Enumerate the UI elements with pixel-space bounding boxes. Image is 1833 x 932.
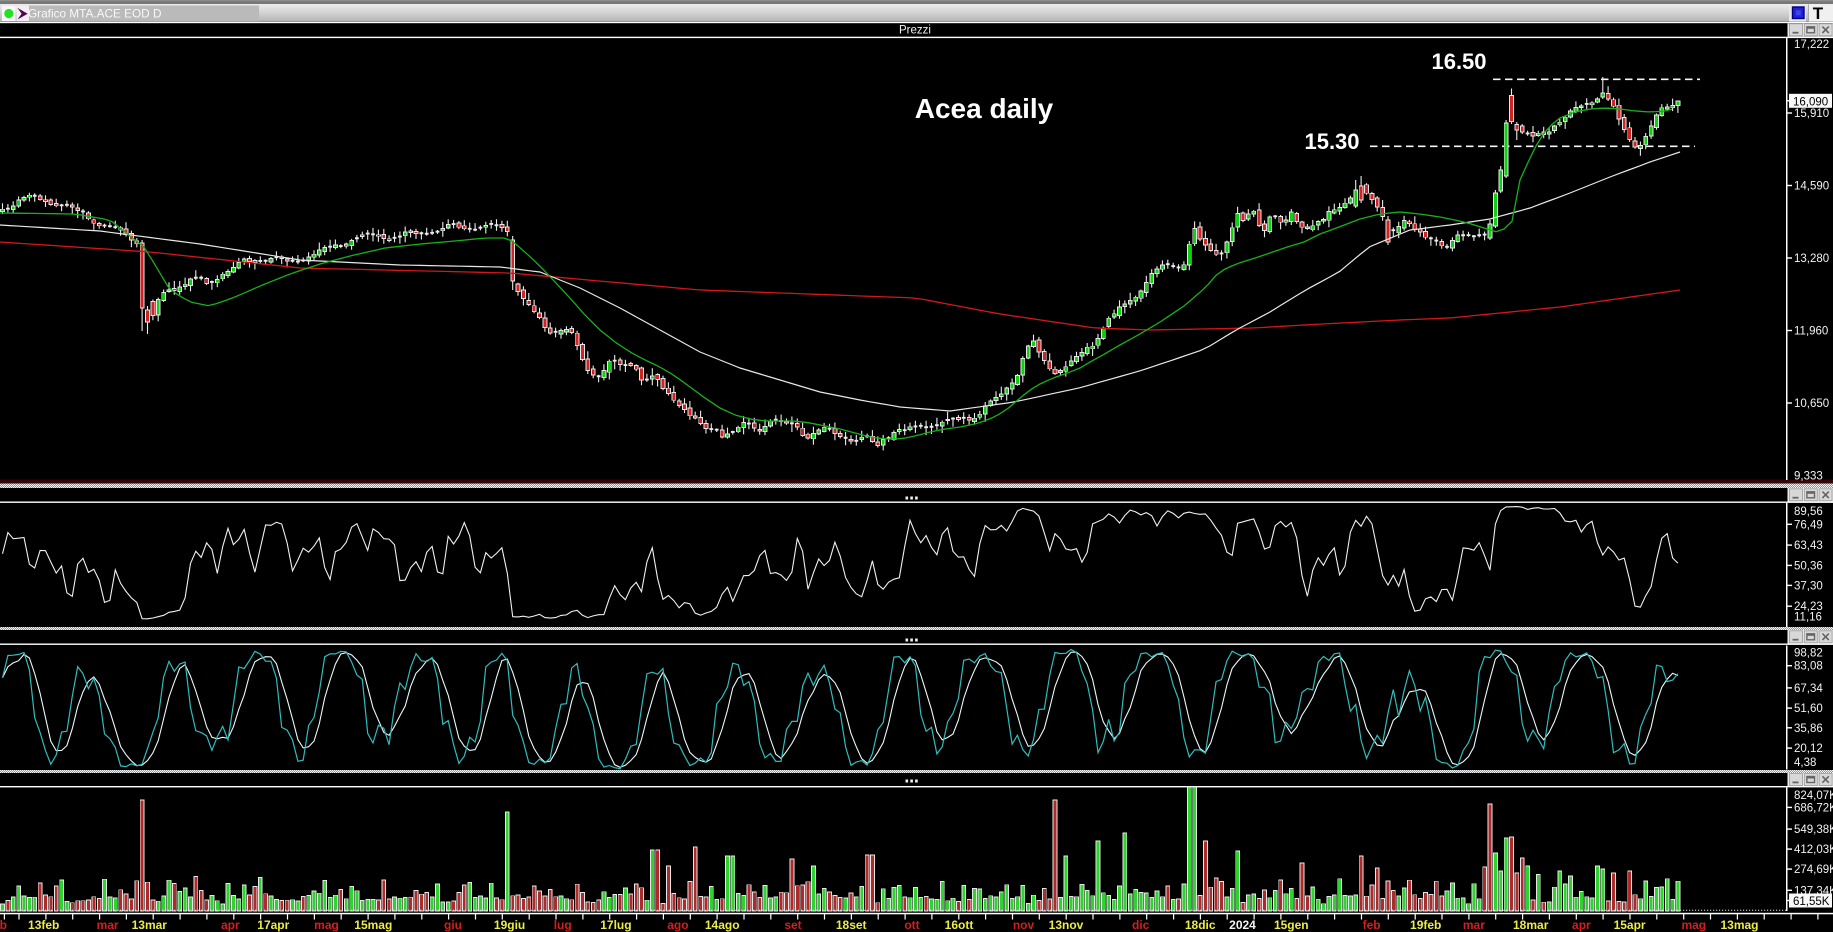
svg-text:15.30: 15.30 [1304,129,1359,154]
svg-text:274,69K: 274,69K [1794,864,1833,876]
svg-text:15gen: 15gen [1274,918,1309,932]
svg-text:16,090: 16,090 [1793,96,1828,108]
svg-text:mag: mag [314,918,339,932]
svg-text:feb: feb [1363,918,1381,932]
svg-text:76,49: 76,49 [1794,519,1823,531]
svg-text:18mar: 18mar [1513,918,1549,932]
svg-text:63,43: 63,43 [1794,540,1823,552]
svg-text:15mag: 15mag [354,918,392,932]
svg-text:mar: mar [1463,918,1485,932]
svg-text:17lug: 17lug [600,918,631,932]
svg-text:10,650: 10,650 [1794,398,1829,410]
svg-text:11,16: 11,16 [1794,611,1822,623]
svg-text:apr: apr [1572,918,1591,932]
svg-text:11,960: 11,960 [1794,326,1828,338]
svg-text:mag: mag [1681,918,1706,932]
svg-text:18dic: 18dic [1185,918,1216,932]
svg-text:9,333: 9,333 [1794,471,1823,483]
svg-text:13,280: 13,280 [1794,253,1829,265]
svg-text:Acea daily: Acea daily [915,93,1054,124]
svg-text:17,222: 17,222 [1794,39,1829,51]
svg-text:nov: nov [1013,918,1035,932]
svg-text:51,60: 51,60 [1794,703,1823,715]
svg-text:14,590: 14,590 [1794,181,1829,193]
svg-text:412,03K: 412,03K [1794,844,1833,856]
svg-text:16ott: 16ott [945,918,974,932]
svg-text:ott: ott [904,918,919,932]
svg-text:15,910: 15,910 [1794,108,1829,120]
svg-text:13mar: 13mar [132,918,168,932]
svg-text:83,08: 83,08 [1794,661,1823,673]
svg-text:24,23: 24,23 [1794,601,1823,613]
svg-text:ago: ago [667,918,688,932]
svg-text:T: T [1813,4,1824,23]
svg-text:14ago: 14ago [705,918,740,932]
svg-text:67,34: 67,34 [1794,683,1823,695]
svg-text:13mag: 13mag [1720,918,1758,932]
svg-text:50,36: 50,36 [1794,560,1823,572]
svg-text:37,30: 37,30 [1794,580,1823,592]
svg-text:Grafico MTA.ACE EOD D: Grafico MTA.ACE EOD D [28,7,162,21]
svg-text:549,38K: 549,38K [1794,824,1833,836]
svg-text:13feb: 13feb [28,918,59,932]
svg-text:15apr: 15apr [1614,918,1646,932]
svg-text:lug: lug [554,918,572,932]
svg-text:16.50: 16.50 [1431,49,1486,74]
svg-text:apr: apr [221,918,240,932]
svg-text:feb: feb [0,918,7,932]
svg-text:98,82: 98,82 [1794,647,1823,659]
svg-text:20,12: 20,12 [1794,743,1823,755]
svg-text:89,56: 89,56 [1794,506,1823,518]
svg-text:Prezzi: Prezzi [899,25,931,37]
svg-text:17apr: 17apr [257,918,289,932]
svg-text:mar: mar [97,918,119,932]
svg-text:19feb: 19feb [1410,918,1441,932]
svg-text:dic: dic [1132,918,1150,932]
svg-text:4,38: 4,38 [1794,757,1816,769]
svg-text:set: set [784,918,801,932]
svg-text:824,07K: 824,07K [1794,790,1833,802]
svg-text:61,55K: 61,55K [1793,896,1830,908]
svg-text:686,72K: 686,72K [1794,802,1833,814]
svg-text:18set: 18set [836,918,867,932]
svg-text:35,86: 35,86 [1794,723,1823,735]
svg-text:2024: 2024 [1229,918,1256,932]
svg-text:13nov: 13nov [1049,918,1084,932]
svg-text:giu: giu [444,918,462,932]
svg-text:19giu: 19giu [494,918,525,932]
